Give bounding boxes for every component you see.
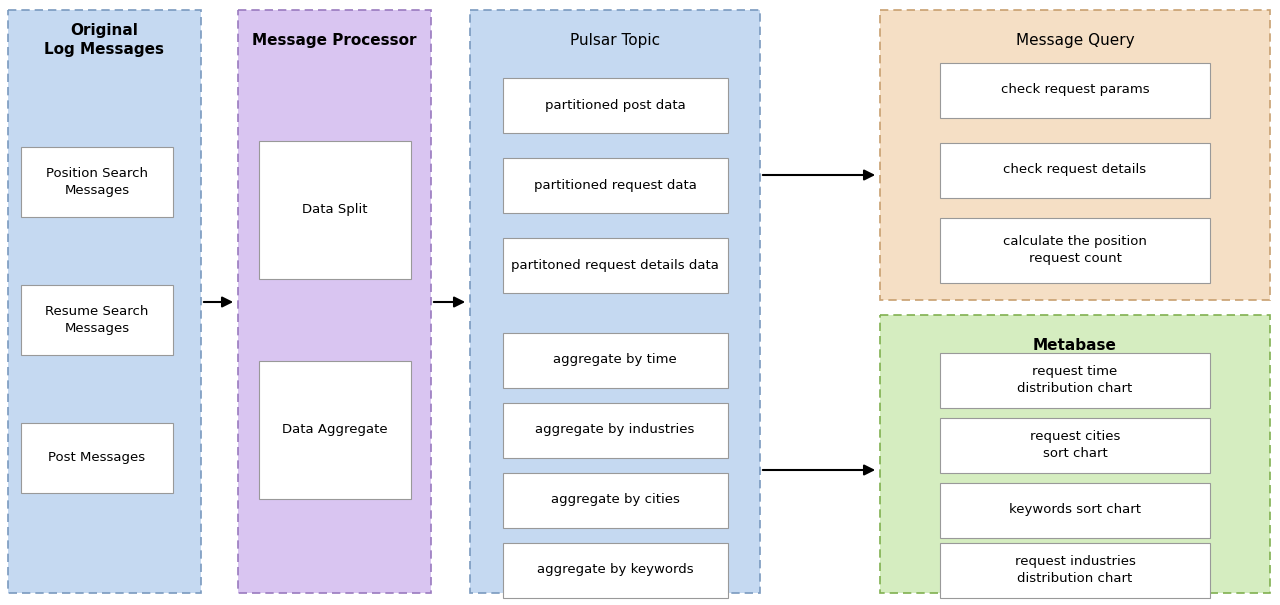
Bar [20,423,173,493]
Bar [238,10,431,593]
Bar [940,417,1210,473]
Text: calculate the position
request count: calculate the position request count [1004,235,1147,265]
Text: Resume Search
Messages: Resume Search Messages [45,305,148,335]
Text: Message Query: Message Query [1016,33,1134,48]
Bar [503,543,727,598]
Text: request cities
sort chart: request cities sort chart [1030,430,1120,460]
Bar [940,353,1210,408]
Text: check request details: check request details [1004,163,1147,177]
Text: aggregate by cities: aggregate by cities [550,494,680,506]
Bar [940,543,1210,598]
Bar [940,218,1210,283]
Bar [881,315,1270,593]
Bar [503,157,727,212]
Bar [503,77,727,132]
Bar [881,10,1270,300]
Text: request time
distribution chart: request time distribution chart [1018,365,1133,395]
Text: Message Processor: Message Processor [252,33,417,48]
Text: Pulsar Topic: Pulsar Topic [570,33,660,48]
Bar [259,361,411,499]
Text: keywords sort chart: keywords sort chart [1009,503,1140,517]
Text: Post Messages: Post Messages [49,451,146,465]
Bar [940,62,1210,117]
Text: partitioned request data: partitioned request data [534,178,696,192]
Text: aggregate by time: aggregate by time [553,353,677,367]
Bar [503,333,727,387]
Bar [503,473,727,528]
Text: partitioned post data: partitioned post data [544,99,685,111]
Text: aggregate by keywords: aggregate by keywords [536,563,694,577]
Bar [20,285,173,355]
Text: Data Split: Data Split [302,203,367,217]
Bar [8,10,201,593]
Text: Metabase: Metabase [1033,338,1117,353]
Text: check request params: check request params [1001,83,1149,97]
Bar [20,147,173,217]
Bar [470,10,760,593]
Text: request industries
distribution chart: request industries distribution chart [1015,555,1135,585]
Text: Position Search
Messages: Position Search Messages [46,167,148,197]
Text: Data Aggregate: Data Aggregate [282,424,388,436]
Text: Original
Log Messages: Original Log Messages [45,23,165,57]
Text: partitoned request details data: partitoned request details data [511,258,719,272]
Bar [940,483,1210,537]
Bar [503,402,727,457]
Bar [503,238,727,292]
Bar [259,141,411,279]
Text: aggregate by industries: aggregate by industries [535,424,695,436]
Bar [940,143,1210,197]
